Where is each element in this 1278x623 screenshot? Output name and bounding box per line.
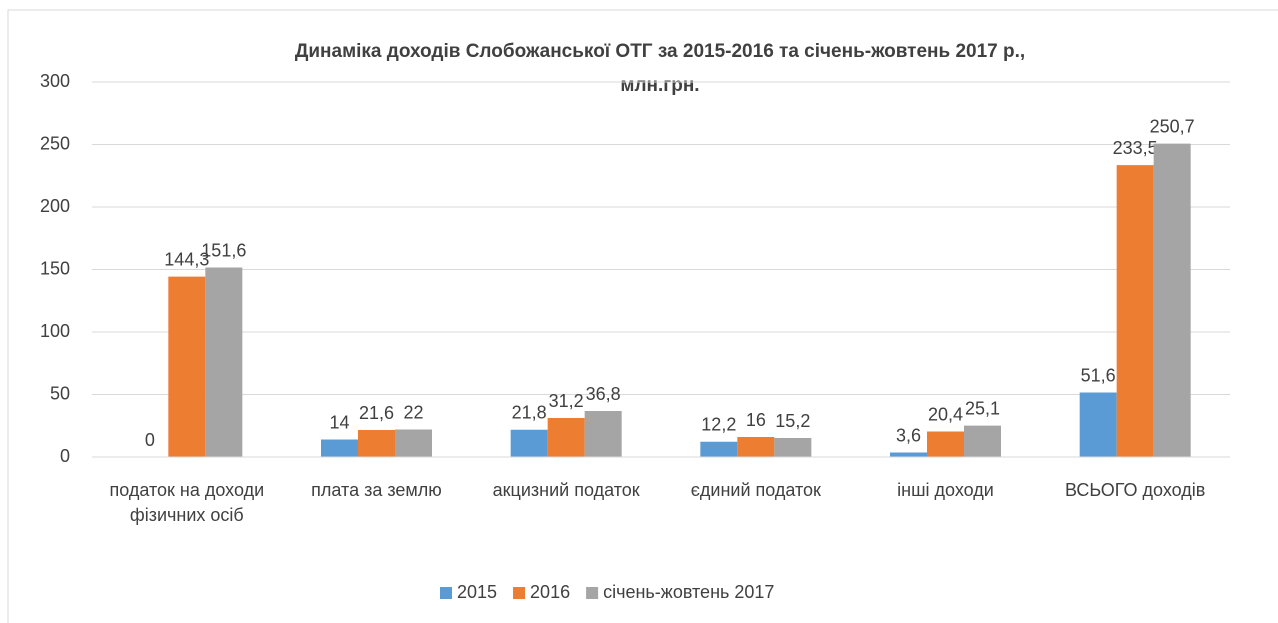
bar [927,431,964,457]
data-label: 36,8 [586,384,621,404]
data-label: 51,6 [1081,365,1116,385]
bar [584,411,622,457]
legend-swatch [586,587,599,599]
legend-label: 2016 [530,582,570,602]
data-label: 16 [746,410,766,430]
x-tick-label: податок на доходи фізичних осіб [109,480,265,525]
bar [205,267,243,457]
data-label: 12,2 [701,415,736,435]
chart-title: Динаміка доходів Слобожанської ОТГ за 20… [295,41,1025,62]
data-label: 151,6 [201,240,246,260]
bar [395,429,432,457]
x-tick-label: єдиний податок [690,480,821,500]
bar [964,425,1001,457]
bar [1153,143,1191,457]
bar [358,430,395,457]
data-label: 22 [403,402,423,422]
y-tick-label: 0 [60,446,70,466]
data-label: 21,8 [512,403,547,423]
data-label: 14 [329,412,349,432]
bar [737,437,775,457]
y-tick-label: 200 [40,196,70,216]
bar [700,441,738,457]
y-tick-label: 250 [40,133,70,153]
chart-title: млн.грн. [620,75,699,96]
chart-frame [7,9,1278,623]
x-tick-label: інші доходи [897,480,994,500]
data-label: 20,4 [928,404,963,424]
bar [890,452,927,457]
legend-label: 2015 [457,582,497,602]
data-label: 25,1 [965,398,1000,418]
data-label: 15,2 [775,411,810,431]
legend-swatch [513,587,526,599]
x-tick-label: плата за землю [311,480,442,500]
bar [774,438,812,457]
data-label: 31,2 [549,391,584,411]
bar [510,429,548,457]
data-label: 21,6 [359,403,394,423]
data-label: 233,5 [1113,138,1158,158]
y-tick-label: 100 [40,321,70,341]
bar [1079,392,1117,457]
y-tick-label: 150 [40,258,70,278]
data-label: 0 [145,430,155,450]
y-tick-label: 300 [40,71,70,91]
y-tick-label: 50 [50,383,70,403]
legend-swatch [440,587,452,599]
data-label: 3,6 [896,425,921,445]
bar [321,439,358,457]
data-label: 144,3 [164,249,209,269]
legend-label: січень-жовтень 2017 [603,582,774,602]
bar [168,276,206,457]
bar [1116,165,1154,457]
bar [547,418,585,457]
data-label: 250,7 [1150,116,1195,136]
x-tick-label: ВСЬОГО доходів [1064,480,1206,500]
x-tick-label: акцизний податок [492,480,640,500]
